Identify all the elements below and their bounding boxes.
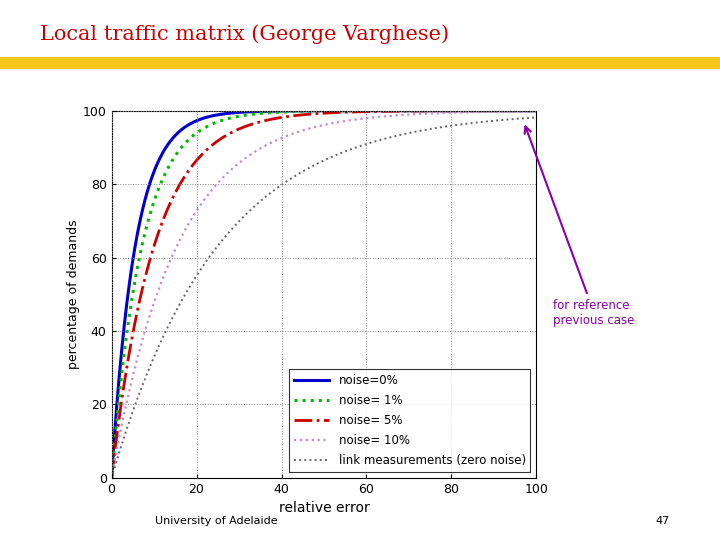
Legend: noise=0%, noise= 1%, noise= 5%, noise= 10%, link measurements (zero noise): noise=0%, noise= 1%, noise= 5%, noise= 1… — [289, 369, 531, 472]
Text: Local traffic matrix (George Varghese): Local traffic matrix (George Varghese) — [40, 24, 449, 44]
Text: University of Adelaide: University of Adelaide — [155, 516, 277, 526]
Y-axis label: percentage of demands: percentage of demands — [67, 219, 80, 369]
FancyBboxPatch shape — [0, 57, 720, 69]
X-axis label: relative error: relative error — [279, 501, 369, 515]
Text: for reference
previous case: for reference previous case — [525, 126, 635, 327]
Text: 47: 47 — [655, 516, 670, 526]
